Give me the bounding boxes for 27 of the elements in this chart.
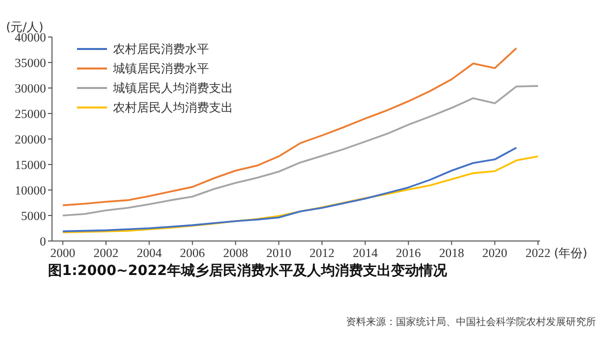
x-tick-label: 2018	[439, 246, 464, 260]
x-tick-label: 2022	[526, 246, 550, 260]
legend-label: 农村居民消费水平	[113, 42, 209, 56]
x-axis-title: (年份)	[554, 246, 588, 260]
text: 资料来源：国家统计局、中国社会科学院农村发展研究所	[346, 316, 596, 328]
y-tick-label: 30000	[14, 81, 46, 96]
legend-label: 城镇居民消费水平	[112, 62, 209, 76]
x-tick-label: 2002	[94, 246, 118, 260]
x-tick-label: 2004	[136, 246, 162, 260]
y-tick-label: 0	[40, 234, 46, 248]
y-tick-label: 25000	[14, 106, 46, 121]
x-tick-label: 2016	[396, 246, 421, 260]
x-tick-label: 2000	[50, 246, 76, 260]
x-tick-label: 2012	[310, 246, 334, 260]
y-tick-label: 15000	[14, 158, 46, 172]
y-tick-label: 10000	[14, 183, 46, 198]
x-tick-label: 2020	[482, 246, 508, 260]
y-tick-label: 5000	[21, 208, 46, 223]
y-tick-label: 35000	[14, 56, 46, 70]
x-tick-label: 2010	[266, 246, 292, 260]
legend-label: 农村居民人均消费支出	[113, 100, 233, 115]
x-tick-label: 2006	[180, 246, 205, 260]
y-tick-label: 20000	[14, 132, 46, 146]
x-tick-label: 2008	[223, 246, 248, 260]
text: 图1:2000~2022年城乡居民消费水平及人均消费支出变动情况	[48, 262, 448, 279]
legend-label: 城镇居民人均消费支出	[112, 81, 233, 96]
x-tick-label: 2014	[352, 246, 378, 260]
